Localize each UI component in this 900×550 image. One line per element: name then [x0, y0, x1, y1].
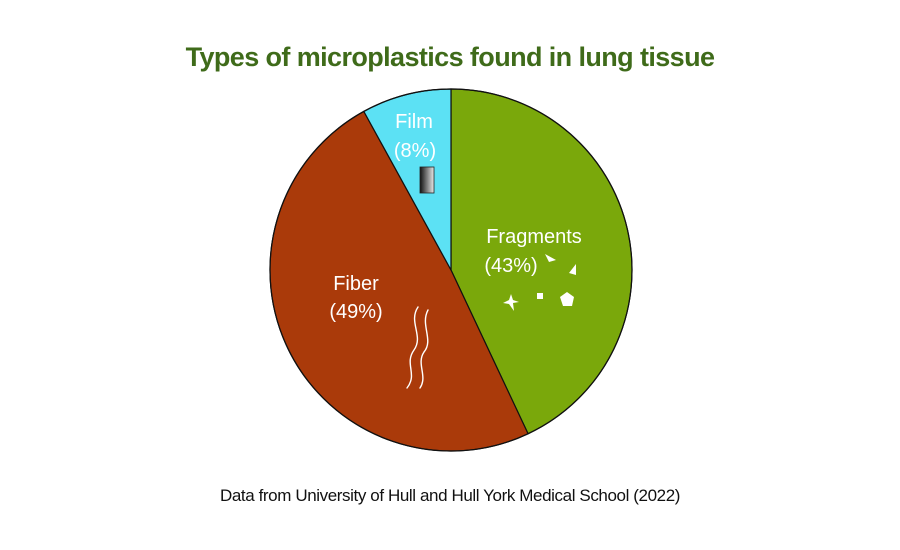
wavy-fibers-icon [406, 306, 429, 389]
slice-label-fragments: Fragments [486, 226, 582, 248]
chart-title: Types of microplastics found in lung tis… [185, 42, 715, 72]
film-strip-icon [419, 166, 435, 194]
slice-percent-film: (8%) [394, 140, 436, 162]
slice-percent-fiber: (49%) [329, 301, 382, 323]
slice-label-film: Film [395, 111, 433, 133]
fragment-shapes-icon [503, 254, 576, 311]
source-note: Data from University of Hull and Hull Yo… [219, 486, 681, 505]
pie-outline [269, 88, 633, 452]
slice-percent-fragments: (43%) [484, 255, 537, 277]
pie-slices [269, 88, 633, 452]
slice-label-fiber: Fiber [333, 273, 379, 295]
